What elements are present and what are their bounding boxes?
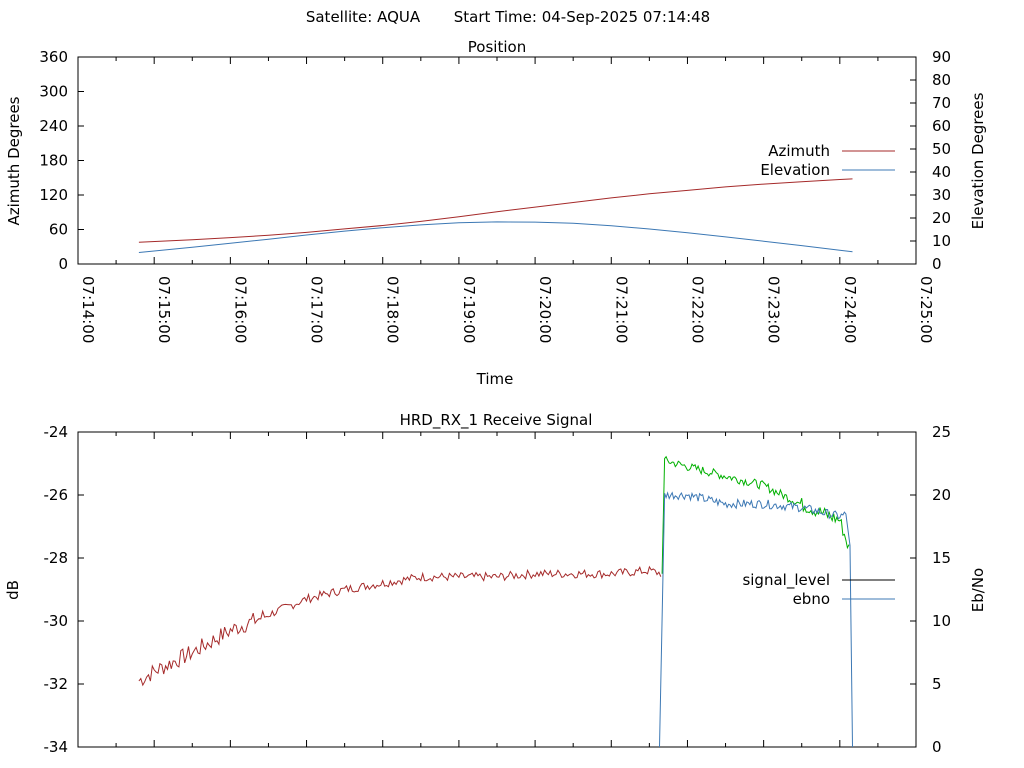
start-time-title: Start Time: 04-Sep-2025 07:14:48: [454, 8, 710, 26]
azimuth-tick-label: 360: [39, 48, 68, 66]
signal-ticks: -34 -32 -30 -28 -26 -24 0 5 10 15 20 25: [44, 423, 952, 756]
elevation-line: [138, 221, 853, 253]
ebno-tick-label: 15: [932, 549, 951, 567]
ebno-tick-label: 20: [932, 486, 951, 504]
elevation-tick-label: 50: [932, 140, 951, 158]
azimuth-tick-label: 180: [39, 152, 68, 170]
db-axis-title: dB: [4, 580, 22, 600]
time-tick-label: 07:21:00: [612, 276, 630, 343]
time-tick-label: 07:20:00: [536, 276, 554, 343]
ebno-tick-label: 0: [932, 738, 942, 756]
time-tick-label: 07:22:00: [688, 276, 706, 343]
elevation-tick-label: 10: [932, 232, 951, 250]
position-chart: Position 0 60 120 180 240 300 360 0 10 20 30 40 50 60…: [5, 38, 987, 388]
db-tick-label: -28: [44, 549, 69, 567]
signal-level-line-low: [138, 565, 662, 687]
time-tick-label: 07:25:00: [917, 276, 935, 343]
azimuth-tick-label: 0: [58, 255, 68, 273]
elevation-tick-label: 60: [932, 117, 951, 135]
db-tick-label: -24: [44, 423, 69, 441]
time-tick-label: 07:15:00: [155, 276, 173, 343]
legend-signal-level-label: signal_level: [742, 571, 830, 590]
ebno-tick-label: 25: [932, 423, 951, 441]
db-tick-label: -34: [44, 738, 69, 756]
position-series: [138, 178, 853, 253]
db-tick-label: -30: [44, 612, 69, 630]
ebno-axis-title: Eb/No: [969, 568, 987, 612]
position-chart-title: Position: [468, 38, 526, 56]
elevation-axis-title: Elevation Degrees: [969, 92, 987, 229]
time-tick-label: 07:16:00: [231, 276, 249, 343]
elevation-tick-label: 20: [932, 209, 951, 227]
elevation-tick-label: 30: [932, 186, 951, 204]
time-tick-label: 07:14:00: [79, 276, 97, 343]
elevation-tick-label: 40: [932, 163, 951, 181]
position-legend: Azimuth Elevation: [760, 142, 895, 179]
signal-level-line-high: [661, 455, 850, 574]
signal-legend: signal_level ebno: [742, 571, 895, 608]
azimuth-line: [138, 178, 853, 243]
signal-plot-frame: [77, 431, 917, 748]
time-tick-label: 07:19:00: [460, 276, 478, 343]
elevation-tick-label: 70: [932, 94, 951, 112]
azimuth-tick-label: 60: [49, 221, 68, 239]
time-tick-label: 07:18:00: [384, 276, 402, 343]
azimuth-tick-label: 240: [39, 117, 68, 135]
elevation-tick-label: 80: [932, 71, 951, 89]
time-axis-title: Time: [476, 370, 514, 388]
azimuth-tick-label: 300: [39, 83, 68, 101]
azimuth-axis-title: Azimuth Degrees: [5, 96, 23, 225]
legend-elevation-label: Elevation: [760, 161, 830, 179]
receive-signal-chart: HRD_RX_1 Receive Signal -34-32-30-28-26-…: [4, 411, 987, 756]
time-tick-label: 07:23:00: [765, 276, 783, 343]
satellite-title: Satellite: AQUA: [306, 8, 421, 26]
position-ticks: 0 60 120 180 240 300 360 0 10 20 30 40 50 60 70 80 90 07:…: [39, 48, 951, 343]
signal-chart-title: HRD_RX_1 Receive Signal: [400, 411, 593, 430]
time-tick-label: 07:24:00: [841, 276, 859, 343]
elevation-tick-label: 0: [932, 255, 942, 273]
legend-ebno-label: ebno: [793, 590, 830, 608]
time-tick-label: 07:17:00: [308, 276, 326, 343]
ebno-tick-label: 10: [932, 612, 951, 630]
ebno-line: [659, 491, 853, 748]
azimuth-tick-label: 120: [39, 186, 68, 204]
signal-series: [138, 455, 853, 748]
db-tick-label: -32: [44, 675, 69, 693]
elevation-tick-label: 90: [932, 48, 951, 66]
ebno-tick-label: 5: [932, 675, 942, 693]
db-tick-label: -26: [44, 486, 69, 504]
legend-azimuth-label: Azimuth: [768, 142, 830, 160]
